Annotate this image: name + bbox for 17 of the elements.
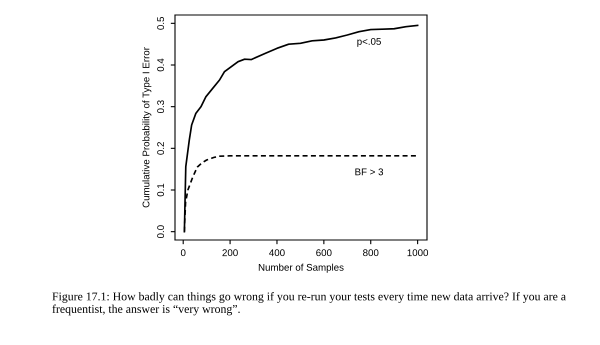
caption: Figure 17.1: How badly can things go wrong if you re-run your tests every time new data arrive? If you are a frequentist, the answer is “very wrong”. xyxy=(52,292,566,316)
y-tick-label: 0.0 xyxy=(157,225,164,238)
y-axis-title: Cumulative Probability of Type I Error xyxy=(142,47,152,208)
x-tick-label: 0 xyxy=(180,249,186,256)
y-tick-label: 0.3 xyxy=(157,100,164,114)
series-label: p<.05 xyxy=(357,38,381,47)
x-axis-title: Number of Samples xyxy=(258,264,344,273)
y-tick-label: 0.2 xyxy=(157,142,164,155)
x-tick-label: 600 xyxy=(316,249,332,256)
y-tick-label: 0.1 xyxy=(157,184,164,196)
y-tick-label: 0.5 xyxy=(157,16,164,30)
y-tick-label: 0.4 xyxy=(157,58,164,72)
x-tick-label: 200 xyxy=(222,249,238,256)
x-tick-label: 1000 xyxy=(408,249,428,256)
x-tick-label: 800 xyxy=(363,249,378,256)
x-tick-label: 400 xyxy=(269,249,285,256)
series-label: BF > 3 xyxy=(355,168,384,176)
